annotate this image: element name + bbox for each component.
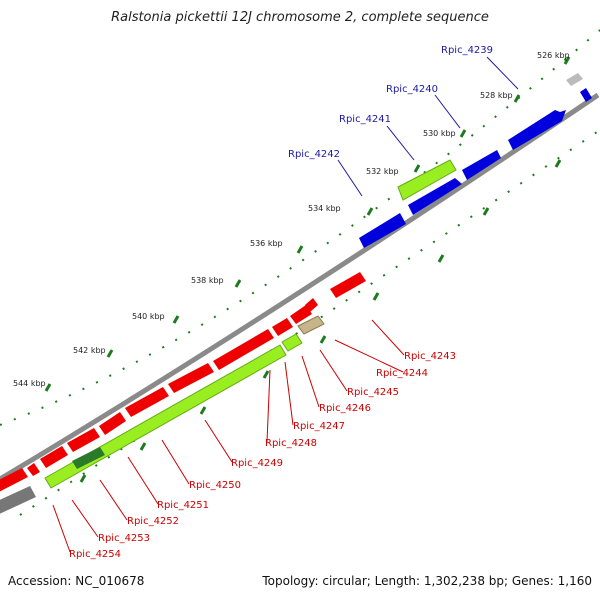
tick-label: 532 kbp (366, 167, 399, 176)
tick-labels: 526 kbp 528 kbp 530 kbp 532 kbp 534 kbp … (13, 51, 570, 388)
feature-highlight-small (281, 333, 303, 352)
map-title: Ralstonia pickettii 12J chromosome 2, co… (111, 10, 489, 25)
reverse-gene-labels: Rpic_4243 Rpic_4244 Rpic_4245 Rpic_4246 … (69, 351, 456, 560)
gene-label: Rpic_4239 (441, 45, 493, 56)
tick-label: 536 kbp (250, 239, 283, 248)
gene-label: Rpic_4248 (265, 438, 317, 449)
gene-rpic-4254 (0, 468, 28, 492)
gene-rpic-4250 (99, 412, 126, 435)
gene-rpic-4245 (290, 305, 312, 324)
gene-label: Rpic_4246 (319, 403, 371, 414)
gene-label: Rpic_4242 (288, 149, 340, 160)
gene-label: Rpic_4254 (69, 549, 121, 560)
gene-label: Rpic_4249 (231, 458, 283, 469)
tick-label: 544 kbp (13, 379, 46, 388)
feature-tan (297, 315, 325, 335)
tick-label: 540 kbp (132, 312, 165, 321)
summary-text: Topology: circular; Length: 1,302,238 bp… (262, 574, 592, 588)
gene-label: Rpic_4240 (386, 84, 438, 95)
feature-highlight-fwd (397, 159, 457, 201)
forward-genes (359, 88, 592, 248)
feature-gray-top (566, 73, 583, 86)
feature-gray-bottom (0, 486, 36, 514)
gene-label: Rpic_4250 (189, 480, 241, 491)
gene-label: Rpic_4251 (157, 500, 209, 511)
feature-highlight-rev (44, 344, 287, 489)
inner-major-ticks (79, 159, 562, 483)
gene-label: Rpic_4245 (347, 387, 399, 398)
gene-label: Rpic_4253 (98, 533, 150, 544)
gene-rpic-4251 (67, 428, 100, 452)
gene-rpic-4242 (408, 178, 462, 215)
gene-rpic-4246 (272, 318, 293, 336)
gene-rpic-4239 (580, 88, 592, 102)
tick-label: 528 kbp (480, 91, 513, 100)
gene-rpic-4252 (40, 446, 68, 468)
accession-text: Accession: NC_010678 (8, 574, 145, 588)
gene-rpic-4249 (125, 387, 169, 417)
tick-label: 534 kbp (308, 204, 341, 213)
tick-label: 542 kbp (73, 346, 106, 355)
chromosome-backbone (0, 92, 600, 482)
gene-label: Rpic_4247 (293, 421, 345, 432)
tick-label: 526 kbp (537, 51, 570, 60)
gene-label: Rpic_4243 (404, 351, 456, 362)
gene-label: Rpic_4252 (127, 516, 179, 527)
gene-label: Rpic_4244 (376, 368, 428, 379)
gene-rpic-4253 (27, 463, 40, 476)
gene-rpic-4248 (168, 363, 214, 393)
gene-rpic-4243 (330, 272, 366, 298)
tick-label: 530 kbp (423, 129, 456, 138)
gene-label: Rpic_4241 (339, 114, 391, 125)
forward-leaders (337, 56, 519, 197)
feature-dark (72, 447, 105, 469)
outer-tick-track (0, 29, 600, 426)
tick-label: 538 kbp (191, 276, 224, 285)
gene-rpic-4247 (213, 329, 274, 370)
reverse-genes (0, 272, 366, 492)
gene-rpic-4240 (508, 110, 566, 150)
reverse-leaders (52, 319, 405, 553)
outer-major-ticks (44, 56, 571, 392)
gene-rpic-4241 (462, 150, 501, 180)
forward-gene-labels: Rpic_4239 Rpic_4240 Rpic_4241 Rpic_4242 (288, 45, 493, 160)
gene-rpic-4243-fwd (359, 213, 406, 248)
